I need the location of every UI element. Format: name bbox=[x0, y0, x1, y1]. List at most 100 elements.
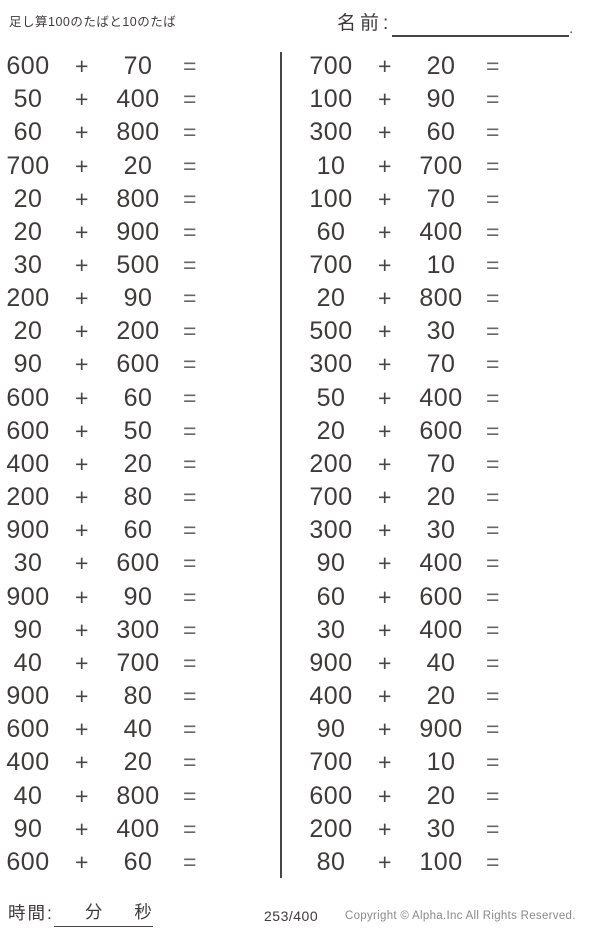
operand-a: 400 bbox=[6, 449, 50, 478]
answer-space[interactable] bbox=[519, 581, 557, 614]
operand-b: 60 bbox=[426, 118, 456, 147]
operand-a: 90 bbox=[316, 549, 346, 578]
equals-sign: = bbox=[486, 252, 500, 279]
problem-row: 900 +80 = bbox=[4, 680, 260, 713]
answer-space[interactable] bbox=[519, 846, 557, 879]
minutes-unit-label: 分 bbox=[84, 902, 104, 922]
operand-a: 700 bbox=[6, 151, 50, 180]
answer-space[interactable] bbox=[519, 514, 557, 547]
answer-space[interactable] bbox=[519, 50, 557, 83]
problem-row: 20 +800 = bbox=[4, 183, 260, 216]
problem-row: 300 +30 = bbox=[307, 514, 563, 547]
answer-space[interactable] bbox=[519, 779, 557, 812]
plus-operator: + bbox=[75, 119, 89, 146]
answer-space[interactable] bbox=[216, 713, 254, 746]
equals-sign: = bbox=[486, 848, 500, 875]
answer-space[interactable] bbox=[216, 50, 254, 83]
operand-a: 700 bbox=[309, 52, 353, 81]
answer-space[interactable] bbox=[519, 249, 557, 282]
answer-space[interactable] bbox=[519, 547, 557, 580]
problem-row: 600 +20 = bbox=[307, 779, 563, 812]
equals-sign: = bbox=[486, 484, 500, 511]
answer-space[interactable] bbox=[216, 282, 254, 315]
equals-sign: = bbox=[486, 351, 500, 378]
answer-space[interactable] bbox=[216, 382, 254, 415]
problem-row: 100 +90 = bbox=[307, 83, 563, 116]
equals-sign: = bbox=[183, 749, 197, 776]
answer-space[interactable] bbox=[519, 481, 557, 514]
answer-space[interactable] bbox=[519, 415, 557, 448]
plus-operator: + bbox=[75, 484, 89, 511]
answer-space[interactable] bbox=[216, 581, 254, 614]
answer-space[interactable] bbox=[519, 116, 557, 149]
answer-space[interactable] bbox=[519, 448, 557, 481]
minutes-blank[interactable] bbox=[54, 910, 85, 924]
answer-space[interactable] bbox=[519, 680, 557, 713]
operand-a: 90 bbox=[13, 615, 43, 644]
answer-space[interactable] bbox=[216, 614, 254, 647]
equals-sign: = bbox=[183, 583, 197, 610]
answer-space[interactable] bbox=[216, 680, 254, 713]
answer-space[interactable] bbox=[216, 448, 254, 481]
answer-space[interactable] bbox=[519, 813, 557, 846]
operand-b: 400 bbox=[419, 383, 463, 412]
name-input-line[interactable] bbox=[392, 13, 570, 37]
equals-sign: = bbox=[183, 484, 197, 511]
answer-space[interactable] bbox=[519, 713, 557, 746]
answer-space[interactable] bbox=[216, 514, 254, 547]
answer-space[interactable] bbox=[519, 183, 557, 216]
answer-space[interactable] bbox=[216, 315, 254, 348]
answer-space[interactable] bbox=[216, 647, 254, 680]
answer-space[interactable] bbox=[519, 315, 557, 348]
answer-space[interactable] bbox=[216, 846, 254, 879]
equals-sign: = bbox=[486, 384, 500, 411]
problem-row: 90 +400 = bbox=[4, 813, 260, 846]
answer-space[interactable] bbox=[519, 83, 557, 116]
answer-space[interactable] bbox=[519, 216, 557, 249]
problem-row: 400 +20 = bbox=[4, 448, 260, 481]
operand-b: 800 bbox=[116, 118, 160, 147]
answer-space[interactable] bbox=[519, 647, 557, 680]
plus-operator: + bbox=[75, 815, 89, 842]
answer-space[interactable] bbox=[216, 183, 254, 216]
answer-space[interactable] bbox=[216, 779, 254, 812]
plus-operator: + bbox=[378, 417, 392, 444]
answer-space[interactable] bbox=[519, 149, 557, 182]
equals-sign: = bbox=[183, 417, 197, 444]
answer-space[interactable] bbox=[216, 481, 254, 514]
operand-a: 100 bbox=[309, 184, 353, 213]
answer-space[interactable] bbox=[216, 813, 254, 846]
copyright-notice: Copyright © Alpha.Inc All Rights Reserve… bbox=[345, 910, 576, 922]
answer-space[interactable] bbox=[216, 116, 254, 149]
answer-space[interactable] bbox=[216, 348, 254, 381]
answer-space[interactable] bbox=[519, 382, 557, 415]
answer-space[interactable] bbox=[519, 348, 557, 381]
answer-space[interactable] bbox=[216, 746, 254, 779]
operand-b: 300 bbox=[116, 615, 160, 644]
plus-operator: + bbox=[75, 517, 89, 544]
answer-space[interactable] bbox=[216, 149, 254, 182]
answer-space[interactable] bbox=[216, 547, 254, 580]
plus-operator: + bbox=[378, 318, 392, 345]
operand-b: 40 bbox=[123, 715, 153, 744]
answer-space[interactable] bbox=[216, 415, 254, 448]
operand-a: 500 bbox=[309, 317, 353, 346]
equals-sign: = bbox=[486, 782, 500, 809]
answer-space[interactable] bbox=[216, 216, 254, 249]
operand-a: 20 bbox=[13, 217, 43, 246]
operand-b: 90 bbox=[123, 582, 153, 611]
answer-space[interactable] bbox=[216, 249, 254, 282]
equals-sign: = bbox=[486, 152, 500, 179]
page-number: 253/400 bbox=[264, 908, 319, 924]
answer-space[interactable] bbox=[519, 282, 557, 315]
operand-b: 200 bbox=[116, 317, 160, 346]
plus-operator: + bbox=[378, 484, 392, 511]
seconds-blank[interactable] bbox=[103, 910, 134, 924]
operand-b: 600 bbox=[116, 350, 160, 379]
answer-space[interactable] bbox=[519, 746, 557, 779]
operand-a: 600 bbox=[6, 52, 50, 81]
answer-space[interactable] bbox=[216, 83, 254, 116]
operand-a: 300 bbox=[309, 350, 353, 379]
operand-a: 900 bbox=[6, 582, 50, 611]
answer-space[interactable] bbox=[519, 614, 557, 647]
